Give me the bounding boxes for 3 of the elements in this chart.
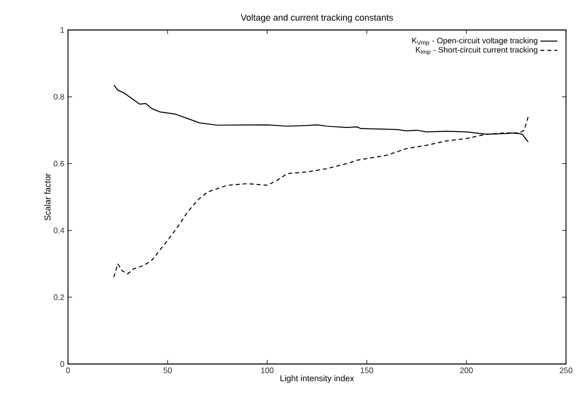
chart-title: Voltage and current tracking constants bbox=[240, 14, 393, 22]
x-axis-title: Light intensity index bbox=[280, 375, 354, 383]
y-axis-title: Scalar factor bbox=[44, 173, 51, 220]
